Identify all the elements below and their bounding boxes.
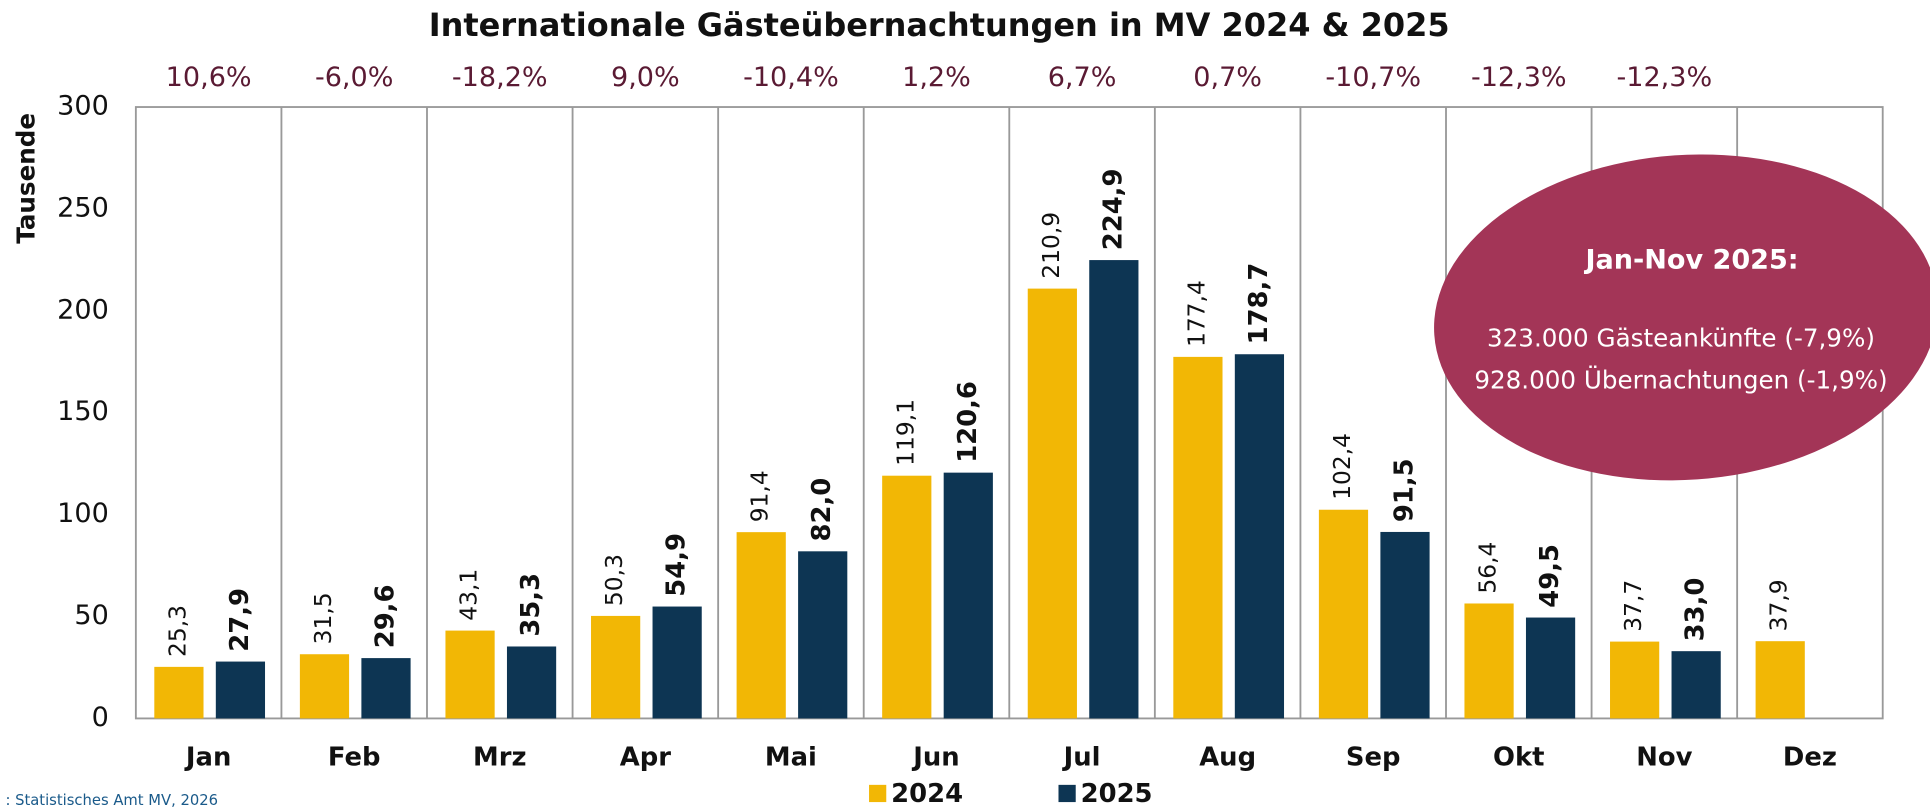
y-tick-label: 0 [92,702,109,733]
chart-title: Internationale Gästeübernachtungen in MV… [429,6,1450,44]
x-tick-label: Apr [620,742,671,772]
bar [652,606,702,719]
bar [1234,354,1285,719]
bar [798,551,848,719]
value-label: 31,5 [309,592,337,644]
value-label: 25,3 [163,605,191,657]
x-tick-label: Aug [1199,742,1256,772]
change-label: -12,3% [1471,62,1567,93]
change-label: -10,4% [743,62,839,93]
x-tick-label: Jul [1062,742,1101,772]
value-label: 91,5 [1389,458,1419,522]
bar [1089,260,1139,719]
bar [1318,509,1369,719]
annotation-heading: Jan-Nov 2025: [1583,244,1798,275]
change-label: 9,0% [611,62,680,93]
value-label: 102,4 [1328,433,1356,500]
change-label: 10,6% [166,62,252,93]
x-tick-label: Okt [1493,742,1544,772]
bar [1464,603,1514,719]
bar [591,615,641,719]
change-label: -18,2% [452,62,548,93]
change-label: -6,0% [315,62,393,93]
value-label: 224,9 [1098,169,1128,251]
value-label: 29,6 [370,585,400,649]
x-tick-label: Mai [765,742,817,772]
value-label: 82,0 [807,478,837,542]
x-tick-label: Nov [1636,742,1692,772]
y-tick-label: 250 [57,192,109,223]
legend-swatch [869,784,887,803]
x-tick-label: Feb [328,742,381,772]
change-label: 6,7% [1048,62,1117,93]
bar [215,661,266,719]
bar [943,472,993,719]
change-label: 0,7% [1193,62,1262,93]
bar [445,630,495,719]
y-tick-label: 150 [57,396,109,427]
bar [1755,641,1805,719]
value-label: 119,1 [891,399,919,466]
bar [1671,651,1721,719]
bar [299,654,350,719]
value-label: 50,3 [600,554,628,606]
y-tick-label: 300 [57,91,109,122]
bar [361,658,411,719]
x-tick-label: Mrz [473,742,526,772]
x-tick-label: Dez [1783,742,1837,772]
value-label: 27,9 [225,588,255,652]
bar [1173,356,1223,719]
change-label: 1,2% [902,62,971,93]
value-label: 43,1 [455,569,483,621]
value-label: 37,7 [1619,580,1647,632]
legend-label: 2025 [1081,779,1153,807]
value-label: 35,3 [516,573,546,637]
y-tick-label: 100 [57,498,109,529]
value-label: 54,9 [662,533,692,597]
bar [736,532,786,719]
bar [882,475,932,719]
value-label: 56,4 [1474,542,1502,594]
annotation-line: 928.000 Übernachtungen (-1,9%) [1474,365,1887,394]
bar [1525,617,1576,719]
annotation-bubble [1434,154,1930,481]
value-label: 177,4 [1182,280,1210,347]
source: : Statistisches Amt MV, 2026 [5,792,218,807]
bar [154,666,204,719]
y-axis-label: Tausende [12,113,41,244]
annotation-line: 323.000 Gästeankünfte (-7,9%) [1487,324,1875,353]
y-tick-label: 200 [57,294,109,325]
change-label: -10,7% [1325,62,1421,93]
legend-swatch [1058,784,1076,803]
bar [1610,641,1660,719]
change-label: -12,3% [1617,62,1713,93]
x-tick-label: Jan [184,742,231,772]
bar [1027,288,1077,719]
value-label: 210,9 [1037,212,1065,279]
bar [506,646,557,719]
x-tick-label: Sep [1346,742,1401,772]
x-tick-label: Jun [911,742,959,772]
value-label: 178,7 [1244,263,1274,345]
value-label: 120,6 [953,381,983,463]
value-label: 33,0 [1681,578,1711,642]
value-label: 37,9 [1765,579,1793,631]
value-label: 49,5 [1535,544,1565,608]
value-label: 91,4 [746,470,774,522]
legend-label: 2024 [891,779,963,807]
bar [1380,531,1430,719]
y-tick-label: 50 [74,600,108,631]
